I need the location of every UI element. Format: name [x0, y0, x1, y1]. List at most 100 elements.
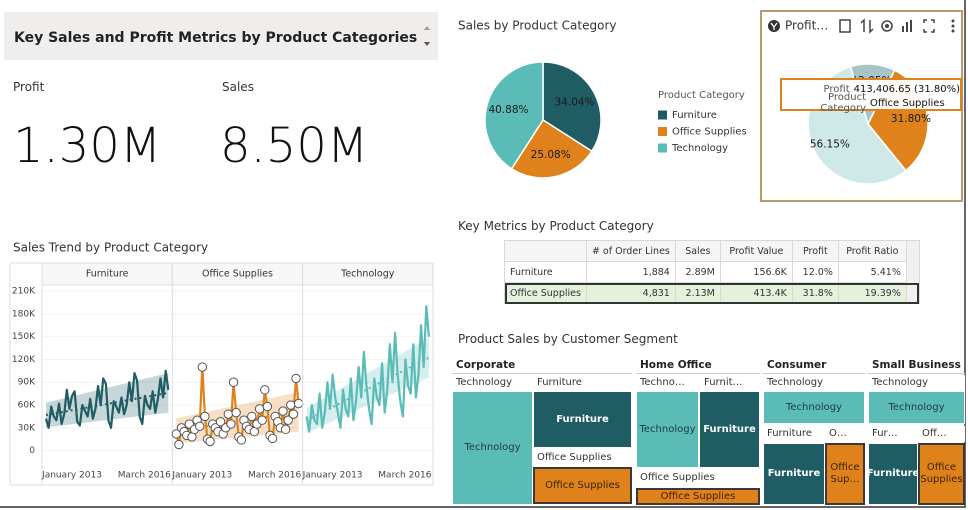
- y-tick-label: 90K: [18, 378, 36, 388]
- point: [278, 406, 288, 416]
- point: [288, 409, 299, 419]
- segment-label: Fur…: [868, 426, 918, 442]
- segment-label: Office Supplies: [636, 470, 760, 486]
- point: [291, 373, 301, 384]
- target-icon[interactable]: [881, 20, 893, 32]
- x-tick-label: March 2016: [248, 471, 301, 481]
- segment-label: Office Supplies: [533, 450, 632, 466]
- segment-label: Technology: [868, 375, 965, 391]
- panel-title: Furniture: [86, 269, 129, 280]
- segment-label: Furniture: [533, 375, 632, 391]
- toolbar: [768, 18, 955, 34]
- header-bar: Key Sales and Profit Metrics by Product …: [4, 12, 438, 60]
- header-title: Key Sales and Profit Metrics by Product …: [14, 30, 418, 46]
- kpi-value: 8.50M: [220, 118, 369, 174]
- point: [215, 417, 226, 427]
- legend-title: Product Category: [658, 90, 745, 101]
- treemap-cell[interactable]: Technology: [763, 391, 865, 424]
- treemap-cell[interactable]: Office Supplies: [918, 443, 965, 505]
- slice-label: 56.15%: [810, 138, 850, 150]
- header-row: # of Order Lines Sales Profit Value Profit P…: [504, 240, 920, 304]
- row-header: Office Supplies: [504, 282, 587, 304]
- segment-label: Technology: [452, 375, 533, 391]
- segment-label: Techno…: [636, 375, 698, 391]
- treemap-cell[interactable]: Furniture: [868, 443, 918, 505]
- segment-label: Off…: [918, 426, 965, 442]
- x-tick-label: January 2013: [171, 471, 232, 481]
- point: [260, 385, 270, 395]
- menu-icon[interactable]: [951, 29, 955, 33]
- kpi-value: 1.30M: [13, 118, 162, 174]
- slice-label: 40.88%: [488, 104, 528, 116]
- scroll-arrows[interactable]: [422, 22, 432, 50]
- legend-swatch: [658, 110, 667, 120]
- treemap-cell[interactable]: Furniture: [763, 443, 825, 505]
- treemap-cell[interactable]: Furniture: [533, 391, 632, 448]
- tooltip-key: Product Category: [820, 92, 866, 114]
- data-row: Furniture 1,884 2.89M 156.6K 12.0% 5.41%: [504, 261, 920, 283]
- treemap-cell[interactable]: Furniture: [699, 391, 760, 468]
- x-tick-label: January 2013: [302, 471, 363, 481]
- y-tick-label: 30K: [18, 423, 36, 433]
- point: [247, 411, 257, 422]
- chart-icon[interactable]: [902, 20, 912, 32]
- point: [200, 411, 210, 422]
- segment-label: Furniture: [763, 426, 825, 442]
- x-tick-label: March 2016: [118, 471, 171, 481]
- treemap-cell[interactable]: Technology: [868, 391, 965, 424]
- segment-name: Consumer: [763, 357, 865, 374]
- segment-label: O…: [825, 426, 865, 442]
- x-tick-label: January 2013: [41, 471, 102, 481]
- tooltip-value: Office Supplies: [870, 97, 945, 109]
- point: [197, 362, 208, 372]
- tooltip-row: Profit 413,406.65 (31.80%): [782, 82, 960, 96]
- pie-slice: [484, 61, 544, 170]
- data-row: Office Supplies 4,831 2.13M 413.4K 31.8% 19.3…: [504, 282, 920, 304]
- sort-icon[interactable]: [860, 18, 874, 34]
- table: # of Order Lines Sales Profit Value Profit P…: [504, 240, 920, 304]
- line: [44, 369, 170, 429]
- y-tick-label: 180K: [12, 309, 36, 319]
- segment-label: Technology: [763, 375, 865, 391]
- slice-label: 25.08%: [531, 149, 571, 161]
- cell: 19.39%: [837, 282, 907, 304]
- point: [283, 415, 293, 425]
- scrollbar: [905, 240, 920, 304]
- treemap-cell[interactable]: Office Sup…: [825, 443, 865, 505]
- y-tick-label: 210K: [12, 287, 36, 297]
- point: [195, 421, 205, 431]
- segment-label: Furnit…: [700, 375, 760, 391]
- chart-title: Sales by Product Category: [458, 19, 616, 33]
- segment-name: Home Office: [636, 357, 760, 374]
- segment-name: Corporate: [452, 357, 632, 374]
- legend-label: Technology: [671, 143, 728, 154]
- y-tick-label: 150K: [12, 332, 36, 342]
- pie-slice: [510, 118, 593, 179]
- point: [205, 436, 215, 447]
- treemap-cell[interactable]: Office Supplies: [533, 467, 632, 504]
- legend-swatch: [658, 143, 667, 153]
- treemap-cell[interactable]: Office Supplies: [636, 488, 760, 505]
- metrics-table: # of Order Lines Sales Profit Value Profit P…: [504, 240, 920, 304]
- segment-name: Small Business: [868, 357, 965, 374]
- x-tick-label: March 2016: [378, 471, 431, 481]
- point: [236, 435, 247, 445]
- point: [231, 407, 241, 418]
- point: [226, 419, 236, 429]
- trend-line: [45, 391, 169, 416]
- treemap-cell[interactable]: Technology: [636, 391, 699, 468]
- tool-icon[interactable]: [839, 19, 851, 33]
- chart-title: Profit…: [785, 19, 828, 33]
- expand-icon[interactable]: [923, 19, 935, 33]
- table-title: Key Metrics by Product Category: [458, 219, 654, 233]
- treemap-cell[interactable]: Technology: [452, 391, 533, 505]
- kpi-label: Sales: [222, 80, 254, 94]
- legend-label: Office Supplies: [672, 127, 747, 138]
- tooltip-key: Profit: [823, 83, 850, 95]
- panel-frame: [760, 10, 963, 202]
- chart-title: Sales Trend by Product Category: [13, 241, 208, 255]
- point: [174, 439, 184, 450]
